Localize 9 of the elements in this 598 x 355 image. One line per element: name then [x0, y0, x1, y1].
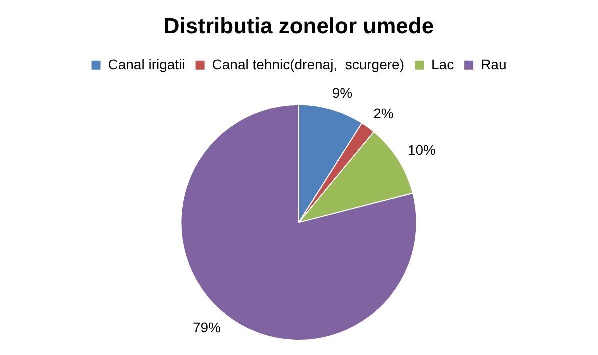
legend-label: Canal tehnic(drenaj, scurgere) [212, 56, 405, 72]
data-label: 2% [374, 105, 394, 122]
data-label: 10% [408, 142, 436, 158]
data-label: 79% [192, 319, 221, 336]
data-label: 9% [332, 85, 353, 102]
legend-label: Lac [431, 56, 454, 72]
legend-label: Canal irigatii [108, 56, 186, 72]
legend-label: Rau [481, 56, 507, 72]
chart-title: Distributia zonelor umede [164, 13, 434, 38]
